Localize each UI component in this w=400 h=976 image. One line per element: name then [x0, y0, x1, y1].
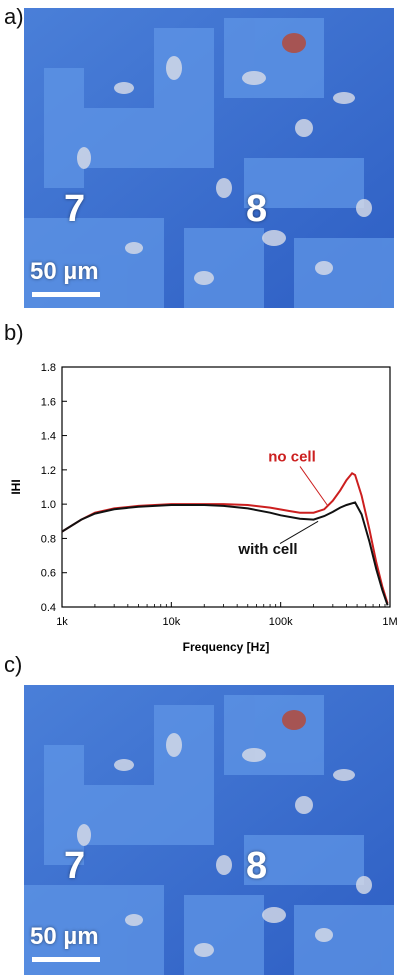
- electrode-8-label: 8: [246, 845, 268, 887]
- x-axis-label: Frequency [Hz]: [183, 640, 270, 654]
- x-tick-label: 1M: [382, 616, 397, 628]
- electrode-7-label: 7: [64, 188, 86, 230]
- annotation-no-cell-pointer: [299, 466, 329, 507]
- frequency-response-chart: 0.4 0.6 0.8 1.0 1.2 1.4 1.6 1.8 1k 10k 100k 1M Frequ…: [9, 362, 398, 654]
- annotation-with-cell-pointer: [279, 520, 319, 545]
- x-tick-label: 10k: [162, 616, 180, 628]
- y-tick-label: 0.6: [41, 568, 56, 580]
- y-tick-label: 1.0: [41, 499, 56, 511]
- x-tick-label: 1k: [56, 616, 68, 628]
- electrode-7-label: 7: [64, 845, 86, 887]
- y-tick-label: 0.4: [41, 602, 56, 614]
- panel-a-label: a): [4, 4, 24, 29]
- series-line-with-cell: [61, 501, 389, 606]
- y-tick-label: 1.8: [41, 362, 56, 374]
- annotation-no-cell: no cell: [268, 448, 316, 465]
- annotation-with-cell: with cell: [237, 541, 297, 558]
- micrograph-a-image: [24, 8, 394, 308]
- y-tick-label: 0.8: [41, 533, 56, 545]
- series-line-no-cell: [61, 472, 389, 604]
- scale-bar: [32, 957, 100, 962]
- x-tick-label: 100k: [269, 616, 293, 628]
- panel-b-label: b): [4, 320, 24, 345]
- micrograph-c: 7 8 50 µm: [24, 685, 394, 975]
- y-tick-label: 1.4: [41, 431, 56, 443]
- scale-bar-label: 50 µm: [30, 923, 99, 950]
- y-tick-label: 1.2: [41, 465, 56, 477]
- scale-bar-label: 50 µm: [30, 258, 99, 285]
- y-tick-label: 1.6: [41, 396, 56, 408]
- y-axis-label: IHI: [9, 479, 23, 494]
- micrograph-c-image: [24, 685, 394, 975]
- panel-c-label: c): [4, 652, 23, 677]
- electrode-8-label: 8: [246, 188, 268, 230]
- scale-bar: [32, 292, 100, 297]
- micrograph-a: 7 8 50 µm: [24, 8, 394, 308]
- plot-frame: [61, 366, 391, 608]
